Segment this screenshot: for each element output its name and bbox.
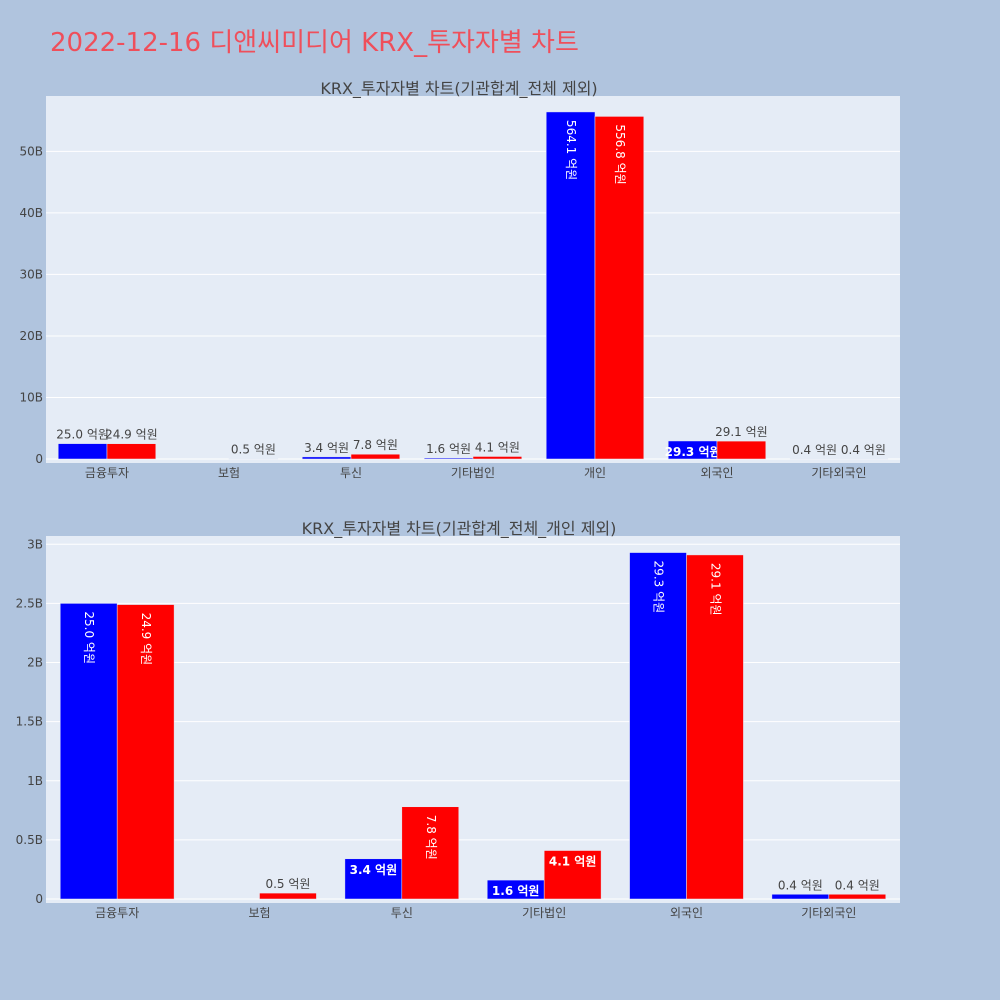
data-label: 0.4 억원 [778, 878, 823, 892]
y-tick-label: 40B [19, 206, 43, 220]
bar-매수 [472, 456, 523, 460]
y-tick-label: 0 [35, 892, 43, 906]
bar-매도 [344, 858, 403, 900]
x-tick-label: 기타외국인 [801, 906, 856, 920]
y-tick-label: 1B [27, 774, 43, 788]
data-label: 1.6 억원 [426, 442, 471, 456]
data-label: 556.8 억원 [613, 124, 627, 184]
y-tick-label: 10B [19, 390, 43, 404]
data-label: 29.3 억원 [665, 445, 721, 459]
bar-매수 [259, 892, 317, 900]
data-label: 29.3 억원 [652, 561, 666, 614]
y-tick-label: 1.5B [16, 715, 43, 729]
x-tick-label: 기타법인 [451, 466, 495, 480]
data-label: 25.0 억원 [56, 428, 109, 442]
bar-매수 [116, 604, 175, 900]
bar-매수 [401, 806, 460, 900]
x-tick-label: 개인 [584, 466, 606, 480]
bar-매수 [828, 894, 887, 900]
bar-매도 [57, 443, 108, 460]
x-tick-label: 기타법인 [522, 906, 566, 920]
bar-매수 [106, 443, 157, 460]
x-tick-label: 금융투자 [95, 906, 139, 920]
data-label: 3.4 억원 [304, 441, 349, 455]
chart-2: 0 0.5B 1B 1.5B 2B 2.5B 3B KRX_투자자별 차트(기관합계_전체_개… [16, 519, 900, 920]
bar-매수 [543, 850, 602, 900]
bar-매수 [350, 453, 401, 460]
bar-매수 [716, 440, 767, 460]
data-label: 0.4 억원 [835, 878, 880, 892]
data-label: 4.1 억원 [475, 440, 520, 454]
chart-1: 0 10B 20B 30B 40B 50B KRX_투자자별 차트(기관합계_전체 제외) 금… [19, 79, 900, 480]
bar-매도 [545, 111, 596, 460]
data-label: 0.4 억원 [841, 443, 886, 457]
y-tick-label: 20B [19, 329, 43, 343]
plot-area [46, 96, 900, 463]
data-label: 4.1 억원 [549, 855, 597, 869]
data-label: 3.4 억원 [350, 863, 398, 877]
y-tick-label: 3B [27, 537, 43, 551]
x-tick-label: 기타외국인 [811, 466, 866, 480]
x-tick-label: 금융투자 [85, 466, 129, 480]
data-label: 24.9 억원 [139, 613, 153, 666]
y-tick-label: 0.5B [16, 833, 43, 847]
x-tick-label: 외국인 [670, 906, 703, 920]
data-label: 7.8 억원 [424, 815, 438, 860]
y-tick-label: 2B [27, 656, 43, 670]
chart-title: KRX_투자자별 차트(기관합계_전체 제외) [320, 79, 597, 99]
chart-title: KRX_투자자별 차트(기관합계_전체_개인 제외) [302, 519, 617, 539]
data-label: 24.9 억원 [105, 428, 158, 442]
bar-매수 [686, 554, 744, 900]
data-label: 0.5 억원 [265, 877, 310, 891]
y-tick-label: 0 [35, 452, 43, 466]
y-tick-label: 50B [19, 144, 43, 158]
data-label: 564.1 억원 [564, 120, 578, 180]
data-label: 29.1 억원 [715, 425, 768, 439]
data-label: 25.0 억원 [82, 611, 96, 664]
page-title: 2022-12-16 디앤씨미디어 KRX_투자자별 차트 [50, 28, 579, 58]
data-label: 0.5 억원 [231, 443, 276, 457]
data-label: 1.6 억원 [492, 884, 540, 898]
bar-매도 [771, 894, 830, 900]
bar-매도 [423, 457, 474, 460]
y-tick-label: 2.5B [16, 596, 43, 610]
plot-area [46, 536, 900, 903]
bar-매수 [594, 116, 645, 460]
bar-매도 [629, 552, 687, 900]
x-tick-label: 보험 [218, 466, 240, 480]
y-tick-label: 30B [19, 267, 43, 281]
bar-매도 [59, 603, 118, 900]
x-tick-label: 투신 [391, 906, 413, 920]
x-tick-label: 외국인 [700, 466, 733, 480]
bar-매도 [301, 456, 352, 460]
data-label: 7.8 억원 [353, 438, 398, 452]
x-tick-label: 보험 [248, 906, 270, 920]
x-tick-label: 투신 [340, 466, 362, 480]
data-label: 29.1 억원 [708, 563, 722, 616]
data-label: 0.4 억원 [792, 443, 837, 457]
